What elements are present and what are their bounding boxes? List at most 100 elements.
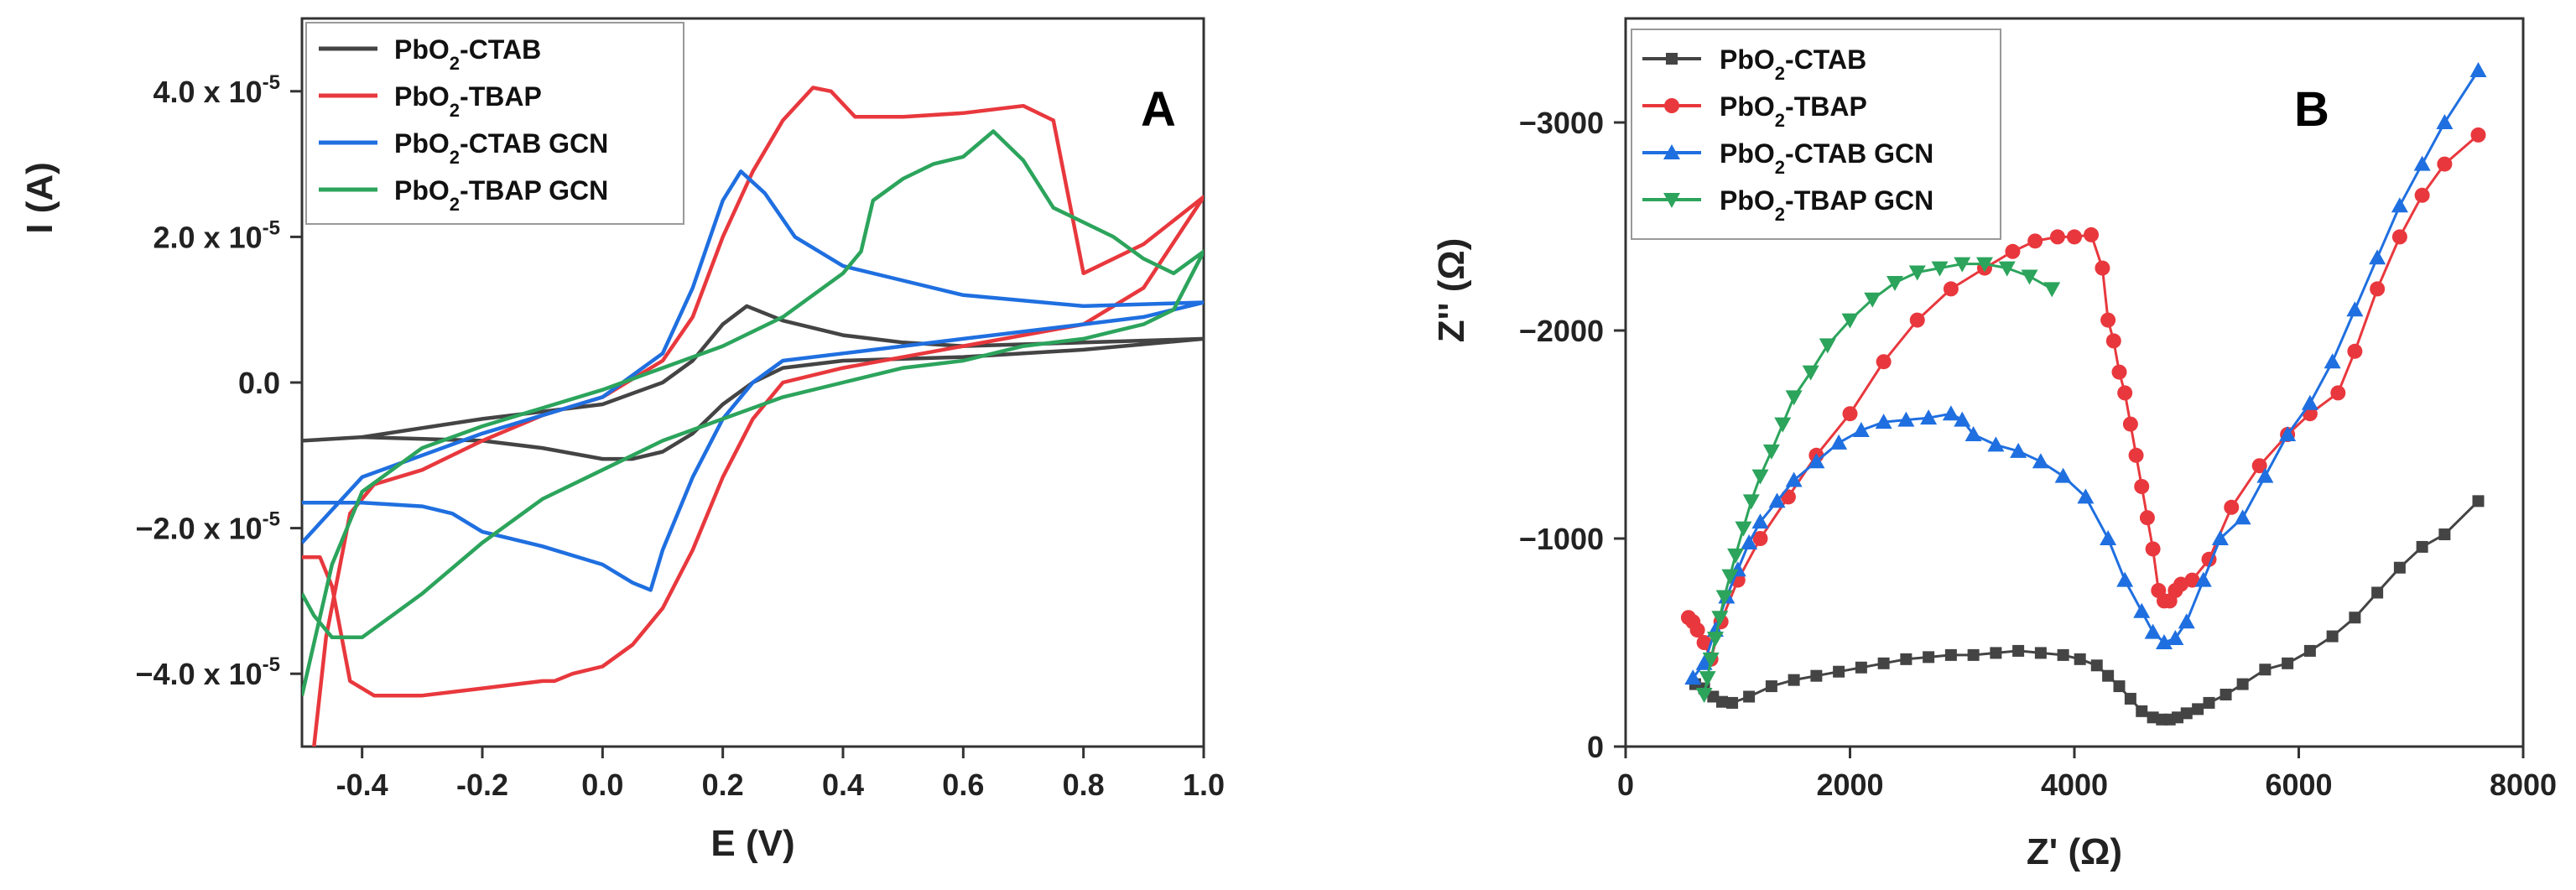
panel-b-series-2-point-27 [2156, 634, 2173, 649]
panel-b-legend-box [1631, 29, 2001, 240]
panel-b-series-2-point-23 [2100, 530, 2117, 545]
panel-b-series-1-point-11 [1876, 354, 1892, 370]
panel-b-legend-marker-0 [1666, 53, 1678, 65]
panel-b-series-0-point-4 [1726, 696, 1739, 709]
panel-b-x-tick-label-4: 8000 [2490, 768, 2557, 802]
panel-a-y-tick-label-2: 0.0 [238, 366, 280, 400]
panel-a-x-axis-title: E (V) [710, 823, 794, 864]
panel-b-series-3-point-12 [1774, 417, 1792, 433]
panel-b-y-tick-label-1: −2000 [1519, 314, 1604, 348]
panel-b-series-2-point-5 [1741, 533, 1758, 549]
panel-b-series-2-point-17 [1965, 426, 1982, 441]
panel-b-series-3-point-24 [2021, 269, 2038, 285]
panel-b-legend-marker-3 [1663, 193, 1680, 208]
panel-b-series-3-point-25 [2043, 282, 2061, 298]
panel-b-series-0-point-37 [2303, 644, 2316, 657]
panel-b-series-3-point-10 [1751, 469, 1769, 485]
panel-b-x-tick-label-2: 4000 [2041, 768, 2108, 802]
panel-b-series-1-point-17 [2049, 229, 2065, 245]
panel-b-series-2-point-6 [1751, 513, 1769, 529]
panel-b-series-3-point-0 [1695, 688, 1713, 703]
panel-a-y-tick-label-0: 4.0 x 10-5 [154, 71, 280, 109]
panel-b-series-2-point-24 [2116, 571, 2134, 587]
panel-b-legend: PbO2-CTAB PbO2-TBAP PbO2-CTAB GCN PbO2-TBAP… [1631, 29, 2001, 240]
panel-a-y-tick-label-3: −2.0 x 10-5 [136, 508, 280, 546]
panel-b-series-0-point-24 [2124, 692, 2136, 705]
panel-b-series-1-point-23 [2111, 364, 2127, 380]
panel-b-series-3-point-21 [1954, 257, 1971, 273]
panel-a-series-line-2 [302, 169, 1204, 592]
panel-b-series-2-point-39 [2391, 197, 2408, 213]
panel-b-series-1-point-27 [2134, 479, 2150, 494]
panel-b-series-1-point-22 [2105, 333, 2121, 349]
panel-b-series-1-point-24 [2117, 385, 2133, 401]
panel-b-series-3-point-20 [1931, 261, 1949, 277]
panel-b-x-tick-label-3: 6000 [2265, 768, 2332, 802]
panel-a-x-tick-label-7: 1.0 [1183, 768, 1225, 802]
panel-b-series-1-point-37 [2224, 499, 2240, 515]
panel-a-x-tick-label-2: 0.0 [581, 768, 623, 802]
panel-b-series-2-point-19 [2010, 442, 2027, 458]
panel-b-series-1-point-26 [2128, 447, 2144, 463]
panel-b-series-2-point-8 [1785, 471, 1803, 487]
panel-a-label: A [1141, 82, 1176, 137]
panel-a-x-tick-label-3: 0.2 [702, 768, 744, 802]
panel-b-series-1-point-10 [1842, 406, 1858, 422]
panel-b-series-2-point-20 [2032, 453, 2049, 469]
panel-a-series-line-1 [302, 86, 1204, 747]
panel-b-series-3-point-17 [1864, 292, 1881, 308]
panel-b-series-0-point-31 [2192, 703, 2204, 716]
panel-b-series-3-point-23 [1998, 261, 2016, 277]
panel-b-series-2-point-30 [2194, 571, 2212, 587]
panel-b-series-1-point-15 [2005, 243, 2021, 259]
panel-b-series-3-point-5 [1715, 590, 1733, 606]
panel-b-series-2-point-31 [2211, 530, 2229, 545]
panel-b-series-2-point-18 [1987, 436, 2005, 452]
panel-b-series-3-point-7 [1727, 548, 1745, 564]
panel-b-label: B [2294, 82, 2329, 137]
panel-b-series-0-point-36 [2282, 657, 2294, 669]
panel-b-y-tick-label-0: −3000 [1519, 106, 1604, 140]
panel-b-series-line-3 [1703, 263, 2053, 695]
panel-b-series-1-point-28 [2139, 510, 2155, 526]
panel-b-series-3-point-16 [1841, 313, 1859, 329]
panel-a-legend-label-1: PbO2-TBAP [394, 81, 542, 121]
panel-b-series-0-point-25 [2136, 705, 2148, 717]
panel-b-series-1-point-3 [1696, 635, 1712, 650]
panel-a-x-tick-label-4: 0.4 [822, 768, 864, 802]
panel-a-series-line-3 [302, 129, 1204, 696]
panel-b-series-2-point-26 [2144, 623, 2162, 639]
panel-a-cv-chart: -0.4 -0.2 0.0 0.2 0.4 0.6 0.8 1.0 4.0 x 10-5 2.0 … [19, 17, 1225, 864]
panel-b-series-2-point-22 [2077, 488, 2095, 504]
panel-b-series-1-point-47 [2470, 127, 2486, 143]
panel-a-x-tick-label-1: -0.2 [456, 768, 508, 802]
panel-b-series-0-point-33 [2220, 689, 2232, 700]
panel-b-series-2-point-38 [2369, 249, 2386, 265]
panel-a-legend: PbO2-CTAB PbO2-TBAP PbO2-CTAB GCN PbO2-TBAP… [305, 22, 684, 225]
panel-a-x-tick-label-6: 0.8 [1063, 768, 1105, 802]
panel-a-y-tick-label-4: −4.0 x 10-5 [136, 653, 280, 691]
panel-b-series-2-point-11 [1852, 422, 1870, 438]
panel-b-series-2-point-12 [1875, 414, 1892, 429]
panel-b-x-tick-label-0: 0 [1617, 768, 1634, 802]
panel-a-legend-label-0: PbO2-CTAB [394, 34, 541, 74]
panel-b-series-2-point-9 [1808, 453, 1825, 469]
panel-b-series-2-point-21 [2054, 467, 2072, 483]
panel-b-series-0-point-32 [2203, 696, 2215, 709]
panel-b-series-3-point-15 [1819, 338, 1836, 354]
panel-b-series-0-point-16 [1990, 647, 2002, 659]
panel-b-series-1-point-42 [2347, 343, 2363, 359]
panel-b-series-3-point-18 [1886, 275, 1903, 291]
panel-b-series-2-point-15 [1942, 405, 1959, 421]
panel-b-series-0-point-14 [1944, 648, 1957, 661]
panel-b-series-0-point-10 [1855, 661, 1867, 674]
panel-b-series-1-point-43 [2370, 281, 2386, 297]
panel-b-series-0-point-17 [2012, 644, 2025, 657]
panel-b-series-line-0 [1694, 500, 2480, 721]
panel-b-series-3-point-9 [1742, 494, 1760, 510]
panel-a-series-line-0 [302, 304, 1204, 461]
panel-b-series-2-point-41 [2436, 114, 2454, 129]
panel-b-series-0-point-6 [1765, 680, 1777, 693]
panel-b-series-0-point-19 [2057, 648, 2069, 661]
